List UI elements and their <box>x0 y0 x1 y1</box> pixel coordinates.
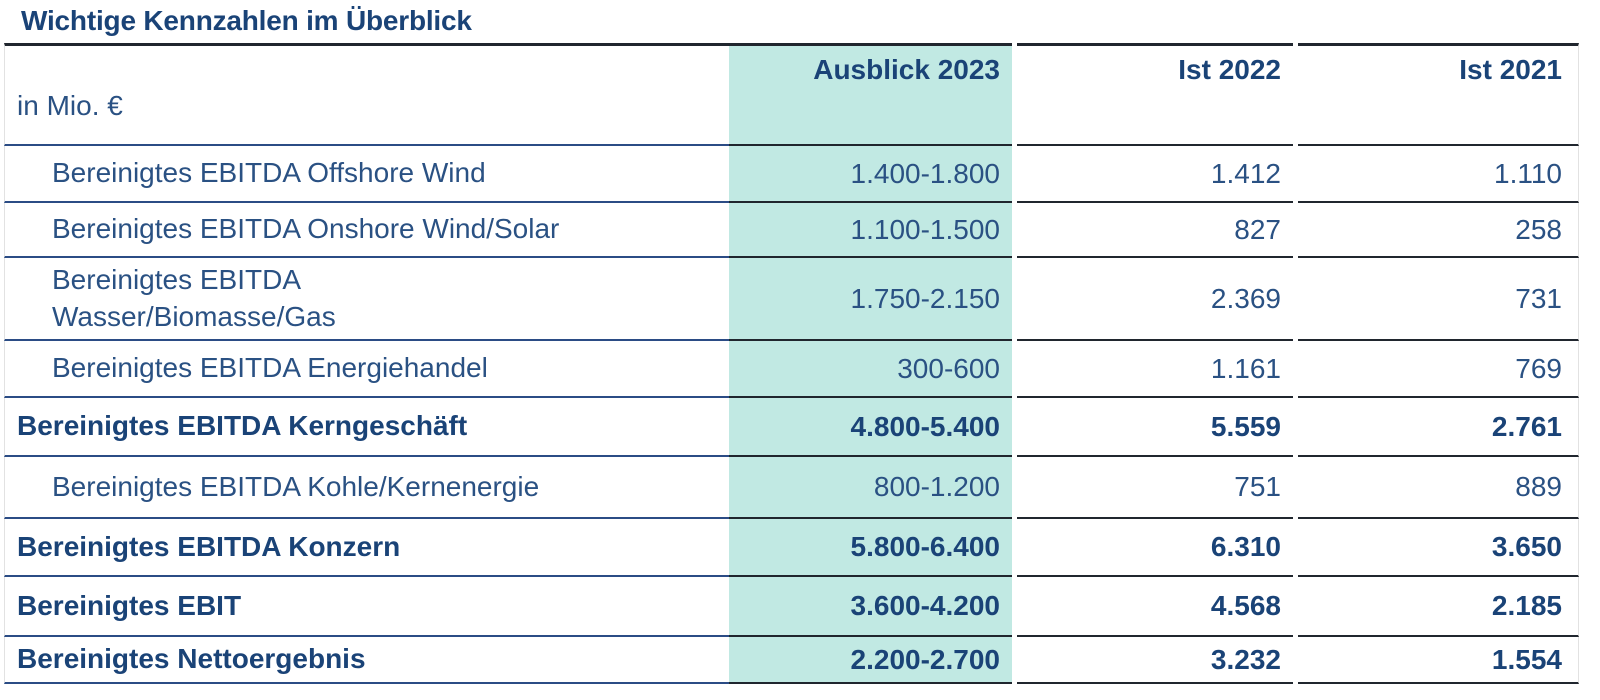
cell-ausblick-2023: 1.400-1.800 <box>729 146 1012 203</box>
column-gap <box>1012 519 1017 577</box>
column-gap <box>1293 637 1298 684</box>
cell-ausblick-2023: 1.100-1.500 <box>729 203 1012 258</box>
cell-ausblick-2023: 4.800-5.400 <box>729 398 1012 457</box>
table-row: Bereinigtes EBITDA Energiehandel 300-600 1… <box>4 341 1579 398</box>
cell-ausblick-2023: 2.200-2.700 <box>729 637 1012 684</box>
row-label: Bereinigtes EBITDA Energiehandel <box>4 341 729 398</box>
cell-ist-2022: 827 <box>1017 203 1293 258</box>
column-header-ist-2021: Ist 2021 <box>1298 43 1579 146</box>
row-label: Bereinigtes EBITDA Offshore Wind <box>4 146 729 203</box>
column-gap <box>1012 341 1017 398</box>
table-row: Bereinigtes EBITDA Kohle/Kernenergie 800-… <box>4 457 1579 519</box>
column-gap <box>1012 457 1017 519</box>
page-title: Wichtige Kennzahlen im Überblick <box>21 5 472 36</box>
column-gap <box>1293 258 1298 341</box>
column-header-ist-2022: Ist 2022 <box>1017 43 1293 146</box>
table-header-row: in Mio. € Ausblick 2023 Ist 2022 Ist 202… <box>4 43 1579 146</box>
row-label: Bereinigtes EBITDA Wasser/Biomasse/Gas <box>4 258 729 341</box>
row-label: Bereinigtes EBITDA Kohle/Kernenergie <box>4 457 729 519</box>
table-row: Bereinigtes EBITDA Onshore Wind/Solar 1.1… <box>4 203 1579 258</box>
table-row: Bereinigtes EBITDA Offshore Wind 1.400-1.… <box>4 146 1579 203</box>
column-header-ausblick-2023: Ausblick 2023 <box>729 43 1012 146</box>
table-row: Bereinigtes Nettoergebnis 2.200-2.700 3.23… <box>4 637 1579 684</box>
row-label: Bereinigtes Nettoergebnis <box>4 637 729 684</box>
column-gap <box>1293 577 1298 637</box>
row-label: Bereinigtes EBITDA Onshore Wind/Solar <box>4 203 729 258</box>
cell-ist-2021: 1.110 <box>1298 146 1579 203</box>
column-gap <box>1012 203 1017 258</box>
cell-ist-2022: 1.412 <box>1017 146 1293 203</box>
cell-ausblick-2023: 300-600 <box>729 341 1012 398</box>
cell-ist-2021: 2.185 <box>1298 577 1579 637</box>
cell-ist-2021: 769 <box>1298 341 1579 398</box>
cell-ist-2021: 889 <box>1298 457 1579 519</box>
cell-ist-2021: 1.554 <box>1298 637 1579 684</box>
column-gap <box>1012 637 1017 684</box>
cell-ausblick-2023: 3.600-4.200 <box>729 577 1012 637</box>
column-gap <box>1293 519 1298 577</box>
column-gap <box>1293 457 1298 519</box>
cell-ist-2021: 731 <box>1298 258 1579 341</box>
cell-ist-2022: 1.161 <box>1017 341 1293 398</box>
column-gap <box>1293 398 1298 457</box>
column-gap <box>1293 43 1298 146</box>
cell-ist-2022: 751 <box>1017 457 1293 519</box>
cell-ist-2022: 2.369 <box>1017 258 1293 341</box>
row-label: Bereinigtes EBITDA Kerngeschäft <box>4 398 729 457</box>
column-gap <box>1012 577 1017 637</box>
column-gap <box>1293 146 1298 203</box>
cell-ist-2022: 3.232 <box>1017 637 1293 684</box>
column-gap <box>1012 398 1017 457</box>
cell-ist-2022: 4.568 <box>1017 577 1293 637</box>
table-row: Bereinigtes EBITDA Wasser/Biomasse/Gas 1.… <box>4 258 1579 341</box>
cell-ist-2021: 258 <box>1298 203 1579 258</box>
kennzahlen-table: in Mio. € Ausblick 2023 Ist 2022 Ist 202… <box>4 43 1579 684</box>
column-gap <box>1012 146 1017 203</box>
cell-ausblick-2023: 800-1.200 <box>729 457 1012 519</box>
cell-ist-2021: 2.761 <box>1298 398 1579 457</box>
table-row: Bereinigtes EBITDA Konzern 5.800-6.400 6.3… <box>4 519 1579 577</box>
cell-ist-2021: 3.650 <box>1298 519 1579 577</box>
column-gap <box>1012 258 1017 341</box>
table-row: Bereinigtes EBIT 3.600-4.200 4.568 2.185 <box>4 577 1579 637</box>
row-label: Bereinigtes EBITDA Konzern <box>4 519 729 577</box>
column-gap <box>1293 203 1298 258</box>
cell-ist-2022: 6.310 <box>1017 519 1293 577</box>
column-gap <box>1012 43 1017 146</box>
table-body: Bereinigtes EBITDA Offshore Wind 1.400-1.… <box>4 146 1579 684</box>
cell-ausblick-2023: 5.800-6.400 <box>729 519 1012 577</box>
unit-label: in Mio. € <box>4 43 729 146</box>
cell-ausblick-2023: 1.750-2.150 <box>729 258 1012 341</box>
column-gap <box>1293 341 1298 398</box>
cell-ist-2022: 5.559 <box>1017 398 1293 457</box>
table-row: Bereinigtes EBITDA Kerngeschäft 4.800-5.4… <box>4 398 1579 457</box>
row-label: Bereinigtes EBIT <box>4 577 729 637</box>
